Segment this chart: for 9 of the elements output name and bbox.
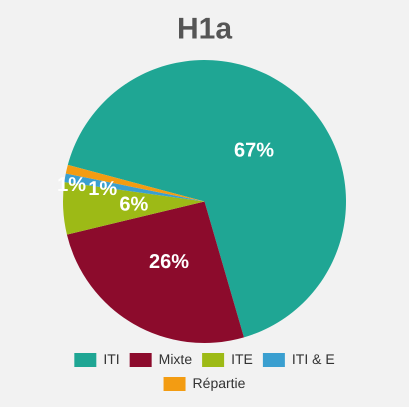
legend-label: Mixte xyxy=(158,350,192,367)
legend-label: ITI xyxy=(103,350,120,367)
chart-title: H1a xyxy=(176,12,232,46)
legend-label: ITI & E xyxy=(292,350,335,367)
data-label: 67% xyxy=(234,139,274,162)
legend-label: ITE xyxy=(231,350,253,367)
data-label: 6% xyxy=(119,194,149,216)
data-label: 26% xyxy=(148,251,190,274)
legend-label: Répartie xyxy=(192,374,246,391)
